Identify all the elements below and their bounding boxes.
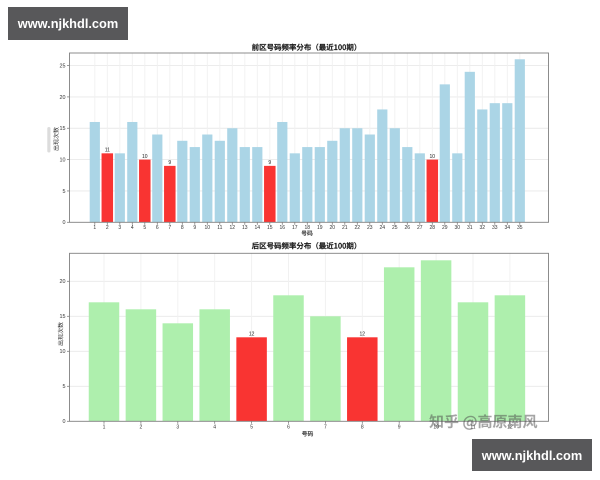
svg-text:5: 5 (250, 424, 253, 430)
svg-text:2: 2 (106, 225, 109, 231)
svg-text:30: 30 (455, 225, 461, 231)
svg-text:11: 11 (217, 225, 222, 231)
svg-text:11: 11 (470, 424, 475, 430)
svg-text:7: 7 (168, 225, 171, 231)
svg-text:12: 12 (360, 332, 366, 338)
svg-text:4: 4 (131, 225, 134, 231)
svg-text:24: 24 (380, 225, 386, 231)
svg-text:12: 12 (230, 225, 236, 231)
svg-text:10: 10 (430, 154, 436, 160)
svg-text:12: 12 (249, 332, 255, 338)
svg-text:25: 25 (392, 225, 398, 231)
svg-text:31: 31 (467, 225, 473, 231)
svg-text:1: 1 (103, 424, 106, 430)
svg-text:9: 9 (193, 225, 196, 231)
svg-text:13: 13 (242, 225, 248, 231)
svg-text:27: 27 (417, 225, 423, 231)
svg-text:20: 20 (330, 225, 336, 231)
svg-text:35: 35 (517, 225, 523, 231)
svg-text:10: 10 (142, 154, 148, 160)
svg-text:10: 10 (60, 349, 66, 355)
svg-text:14: 14 (255, 225, 261, 231)
svg-text:3: 3 (118, 225, 121, 231)
svg-text:29: 29 (442, 225, 448, 231)
svg-text:5: 5 (143, 225, 146, 231)
svg-text:0: 0 (63, 220, 66, 226)
svg-text:9: 9 (398, 424, 401, 430)
svg-text:9: 9 (168, 160, 171, 166)
svg-text:33: 33 (492, 225, 498, 231)
svg-text:23: 23 (367, 225, 373, 231)
svg-text:4: 4 (213, 424, 216, 430)
svg-text:5: 5 (63, 189, 66, 195)
svg-text:22: 22 (355, 225, 361, 231)
svg-text:16: 16 (280, 225, 286, 231)
svg-text:5: 5 (63, 384, 66, 390)
svg-text:32: 32 (480, 225, 486, 231)
svg-text:15: 15 (60, 314, 66, 320)
svg-text:10: 10 (433, 424, 439, 430)
svg-text:15: 15 (60, 126, 66, 132)
svg-text:7: 7 (324, 424, 327, 430)
svg-text:8: 8 (361, 424, 364, 430)
svg-text:0: 0 (63, 419, 66, 425)
svg-text:2: 2 (140, 424, 143, 430)
svg-text:25: 25 (60, 63, 66, 69)
svg-text:10: 10 (60, 158, 66, 164)
svg-text:34: 34 (505, 225, 511, 231)
svg-text:20: 20 (60, 279, 66, 285)
svg-text:17: 17 (292, 225, 298, 231)
svg-text:9: 9 (268, 160, 271, 166)
svg-text:26: 26 (405, 225, 411, 231)
svg-text:20: 20 (60, 95, 66, 101)
svg-text:15: 15 (267, 225, 273, 231)
svg-text:19: 19 (317, 225, 323, 231)
svg-text:11: 11 (105, 148, 110, 154)
svg-text:1: 1 (93, 225, 96, 231)
svg-text:6: 6 (287, 424, 290, 430)
svg-text:8: 8 (181, 225, 184, 231)
svg-text:10: 10 (205, 225, 211, 231)
svg-text:3: 3 (176, 424, 179, 430)
svg-text:18: 18 (305, 225, 311, 231)
svg-text:21: 21 (342, 225, 348, 231)
svg-text:28: 28 (430, 225, 436, 231)
svg-text:6: 6 (156, 225, 159, 231)
